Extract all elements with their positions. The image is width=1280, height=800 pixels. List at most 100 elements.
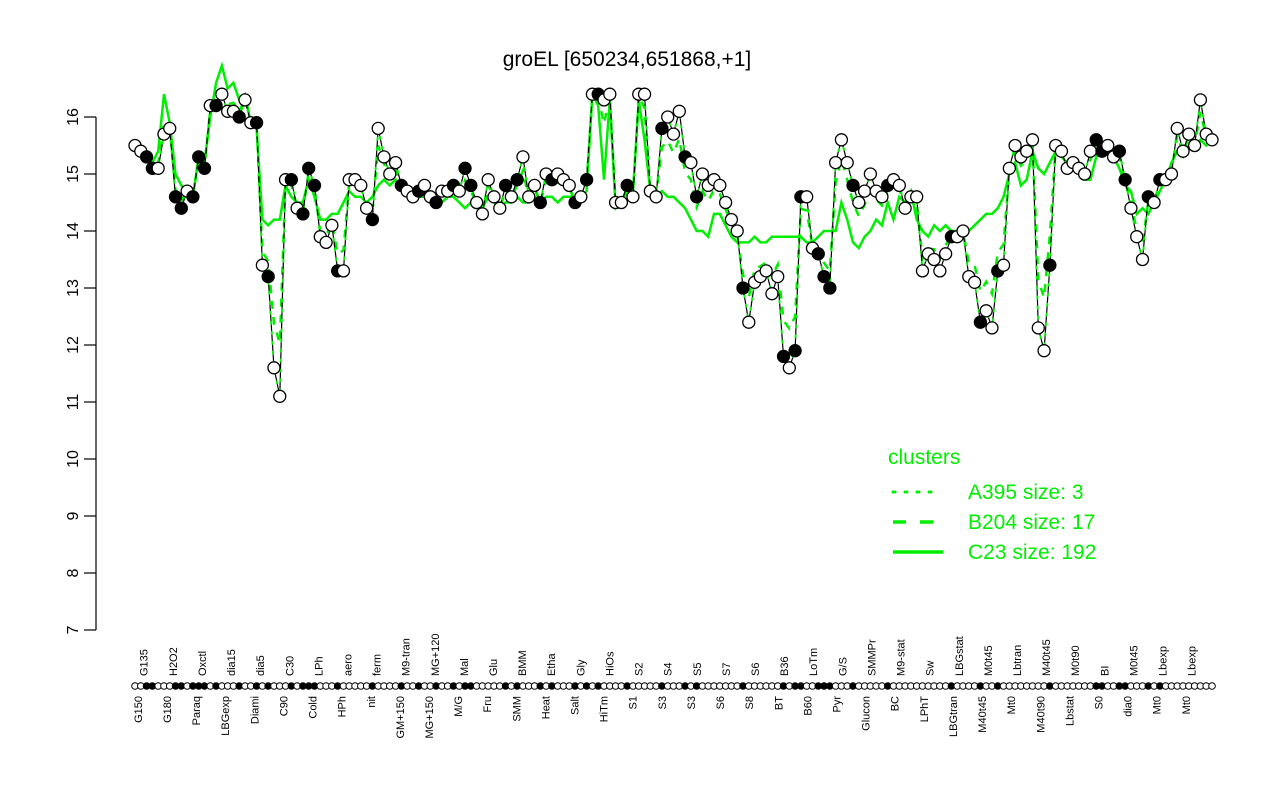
data-point (927, 252, 941, 267)
x-tick-label-top: M0t45 (983, 645, 995, 676)
data-point (296, 207, 310, 221)
data-point (1020, 144, 1034, 158)
x-tick-label-bottom: Lbstat (1064, 696, 1076, 726)
data-point (574, 190, 588, 204)
data-point (516, 150, 530, 164)
x-tick-label-top: LoTm (808, 648, 820, 676)
x-tick-label-top: MG+120 (430, 634, 442, 677)
data-point (302, 161, 316, 175)
data-point (493, 201, 507, 215)
y-tick-label: 12 (65, 336, 82, 354)
data-point (354, 178, 368, 193)
x-tick-label-bottom: S1 (628, 696, 640, 709)
x-tick-label-bottom: Fru (482, 696, 494, 713)
data-point (249, 116, 264, 130)
data-point (973, 315, 988, 329)
data-point (174, 201, 188, 215)
legend-label-a395: A395 size: 3 (968, 481, 1084, 504)
data-point (771, 269, 785, 284)
x-tick-label-top: S2 (634, 663, 646, 676)
x-tick-label-bottom: dia0 (1123, 696, 1135, 717)
data-point (1147, 195, 1161, 210)
x-tick-label-bottom: GM+150 (395, 696, 407, 739)
data-point (464, 178, 478, 193)
data-point (672, 104, 686, 118)
x-tick-label-top: Sw (925, 661, 937, 676)
data-point (319, 235, 333, 250)
data-point (684, 155, 698, 170)
data-point (1135, 252, 1150, 267)
data-point (192, 150, 206, 164)
data-point (1101, 138, 1115, 153)
data-point (284, 173, 298, 187)
data-point (875, 190, 889, 204)
data-point (261, 269, 275, 284)
y-tick-label: 13 (65, 279, 82, 297)
data-point (1118, 173, 1132, 187)
data-point (139, 150, 154, 164)
data-point (481, 173, 495, 187)
data-point (429, 195, 443, 210)
y-tick-label: 16 (65, 108, 82, 126)
data-point (1170, 121, 1184, 136)
x-tick-label-bottom: Salt (570, 696, 582, 715)
data-point (817, 269, 831, 284)
data-point (915, 264, 930, 278)
data-point (383, 167, 397, 181)
x-tick-label-top: LBGstat (954, 636, 966, 676)
data-point (823, 281, 837, 295)
data-point (1187, 138, 1202, 153)
data-point (1043, 258, 1057, 272)
data-point (724, 212, 739, 227)
x-tick-label-bottom: G150 (133, 696, 145, 723)
x-tick-label-top: G135 (139, 649, 151, 676)
data-point (151, 161, 165, 175)
data-point (458, 161, 472, 175)
data-point (852, 195, 866, 210)
data-point (1008, 138, 1022, 153)
x-tick-label-top: BI (1099, 666, 1111, 676)
x-tick-label-bottom: Mt0 (1181, 696, 1193, 714)
data-point (417, 178, 432, 193)
data-point (834, 133, 849, 147)
x-tick-label-top: S5 (692, 663, 704, 676)
x-tick-label-bottom: B60 (802, 696, 814, 716)
y-tick-label: 9 (65, 511, 82, 520)
data-point (788, 344, 802, 358)
y-axis-ticks: 7 8 9 10 11 12 13 14 15 16 (65, 108, 96, 634)
data-point (197, 161, 212, 175)
data-point (967, 275, 982, 289)
data-point (742, 315, 756, 329)
data-point (666, 127, 681, 141)
data-point (933, 264, 947, 278)
data-point (498, 178, 513, 193)
data-point (898, 201, 912, 215)
data-point (1124, 201, 1138, 215)
data-point (1193, 93, 1208, 107)
x-tick-label-top: Gly (575, 659, 587, 676)
x-tick-label-bottom: BC (890, 696, 902, 711)
data-point (307, 178, 322, 193)
x-tick-label-top: M0t90 (1070, 645, 1082, 676)
data-point (1025, 133, 1040, 147)
x-tick-label-bottom: LBGexp (220, 696, 232, 736)
x-tick-label-bottom: G180 (162, 696, 174, 723)
x-tick-label-bottom: Mt0 (1006, 696, 1018, 714)
x-tick-label-bottom: M/G (453, 696, 465, 717)
x-axis: G135 H2O2 Oxctl dia15 dia5 C30 LPh aero ferm M9-t… (131, 634, 1216, 739)
data-point (504, 190, 519, 204)
data-point (828, 155, 843, 170)
data-point (273, 389, 287, 403)
x-tick-label-bottom: Cold (308, 696, 320, 719)
data-point (713, 178, 727, 193)
data-point (910, 190, 924, 204)
data-point (603, 87, 617, 101)
x-tick-label-bottom: LBGtran (948, 696, 960, 737)
data-point (892, 178, 906, 193)
data-point (365, 212, 380, 227)
data-point (168, 190, 183, 204)
data-point (649, 190, 663, 204)
data-point (163, 121, 177, 136)
y-tick-label: 7 (65, 625, 82, 634)
x-tick-label-top: BMM (517, 650, 529, 676)
